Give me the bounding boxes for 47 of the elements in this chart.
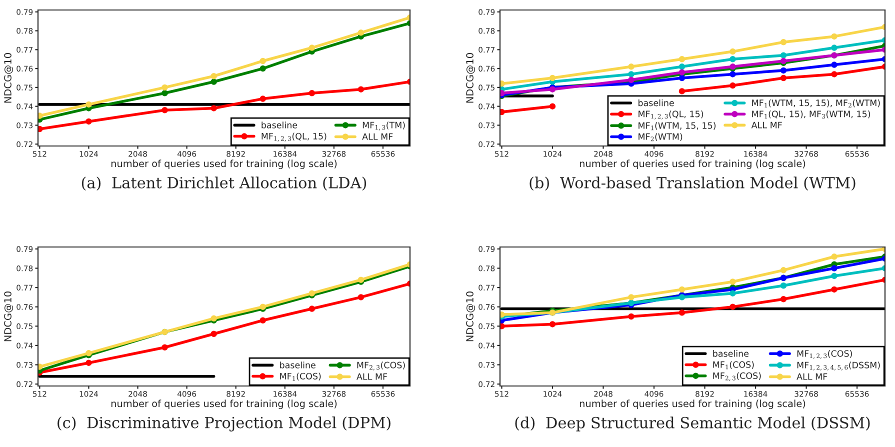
legend-label: ALL MF [362,133,393,140]
point [780,296,787,302]
text: (c) Discriminative Projection Model (DPM) [58,416,390,432]
point [831,272,838,280]
point [831,265,838,272]
legend-label: MF$_{1,2,3}$(COS) [797,350,852,359]
point [678,286,686,293]
legend-label: MF$_{1}$(QL, 15), MF$_{3}$(WTM, 15) [752,110,870,119]
point [780,282,787,289]
point [730,304,736,310]
x-axis-title: number of queries used for training (log scale) [580,400,806,410]
legend-label: MF$_{1}$(COS) [713,361,754,370]
point [678,310,686,316]
x-axis-title: number of queries used for training (log scale) [580,160,806,170]
y-axis-title: NDCG@10 [466,53,476,103]
point [780,267,787,274]
y-axis-title: NDCG@10 [466,292,476,342]
y-axis-title: NDCG@10 [4,292,14,342]
legend-label: ALL MF [356,373,388,380]
legend-label: baseline [262,122,298,128]
legend-label: MF$_{1}$(WTM, 15, 15), MF$_{2}$(WTM) [752,99,880,108]
legend-label: ALL MF [796,373,828,380]
point [831,286,838,293]
y-axis-title: NDCG@10 [4,53,14,103]
legend-label: MF$_{1,2,3,4,5,6}$(DSSM) [797,362,880,370]
legend-label: MF$_{2,3}$(COS) [713,372,761,382]
legend-label: ALL MF [751,122,782,128]
legend-label: MF$_{1,3}$(TM) [362,122,405,130]
x-axis-title: number of queries used for training (log scale) [111,400,337,410]
text: (a) Latent Dirichlet Allocation (LDA) [82,176,366,191]
legend-label: MF$_{1}$(WTM, 15, 15) [638,122,716,130]
legend-label: baseline [638,99,674,106]
legend-label: MF$_{2}$(WTM) [638,133,682,142]
legend-label: MF$_{1,2,3}$(QL, 15) [262,132,326,142]
legend-label: MF$_{1}$(COS) [280,372,321,381]
point [628,294,634,300]
legend-label: MF$_{1,2,3}$(QL, 15) [638,110,704,120]
text: (b) Word-based Translation Model (WTM) [530,176,856,191]
legend-label: MF$_{2,3}$(COS) [357,362,405,370]
point [730,290,736,296]
point [628,313,634,320]
point [730,278,736,285]
legend-label: baseline [280,362,316,368]
text: (d) Deep Structured Semantic Model (DSSM) [515,416,870,432]
point [831,254,838,260]
legend-label: baseline [713,350,749,357]
x-axis-title: number of queries used for training (log scale) [111,160,337,170]
